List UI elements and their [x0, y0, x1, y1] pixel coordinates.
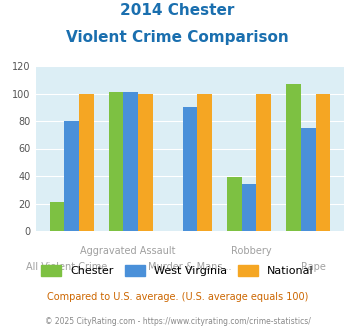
Bar	[79, 93, 94, 231]
Text: Violent Crime Comparison: Violent Crime Comparison	[66, 30, 289, 45]
Bar	[286, 84, 301, 231]
Bar	[301, 128, 316, 231]
Text: Compared to U.S. average. (U.S. average equals 100): Compared to U.S. average. (U.S. average …	[47, 292, 308, 302]
Text: Murder & Mans...: Murder & Mans...	[148, 262, 232, 272]
Bar	[109, 92, 124, 231]
Text: 2014 Chester: 2014 Chester	[120, 3, 235, 18]
Text: © 2025 CityRating.com - https://www.cityrating.com/crime-statistics/: © 2025 CityRating.com - https://www.city…	[45, 317, 310, 326]
Bar	[256, 93, 271, 231]
Text: All Violent Crime: All Violent Crime	[26, 262, 107, 272]
Bar	[316, 93, 330, 231]
Bar	[138, 93, 153, 231]
Bar	[182, 107, 197, 231]
Text: Aggravated Assault: Aggravated Assault	[80, 246, 176, 256]
Bar	[197, 93, 212, 231]
Legend: Chester, West Virginia, National: Chester, West Virginia, National	[38, 261, 317, 280]
Bar	[50, 202, 64, 231]
Bar	[227, 178, 242, 231]
Bar	[242, 184, 256, 231]
Text: Rape: Rape	[301, 262, 326, 272]
Bar	[124, 92, 138, 231]
Text: Robbery: Robbery	[231, 246, 272, 256]
Bar	[64, 121, 79, 231]
